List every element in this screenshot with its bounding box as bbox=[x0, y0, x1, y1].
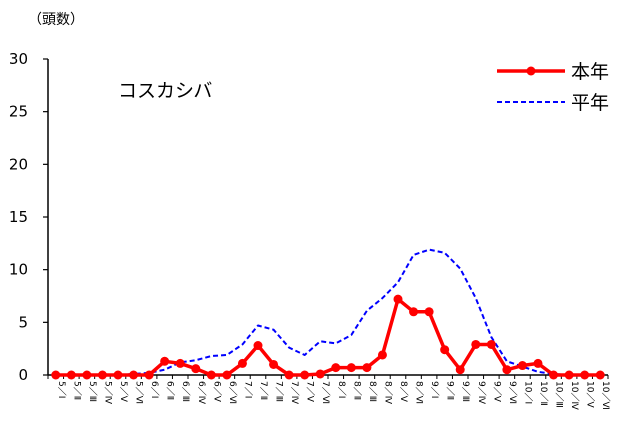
y-axis: 0 5 10 15 20 25 30 bbox=[9, 50, 49, 384]
x-axis: 5／Ⅰ 5／Ⅱ 5／Ⅲ 5／Ⅳ 5／Ⅴ 5／Ⅵ 6／Ⅰ 6／Ⅱ 6／Ⅲ 6／Ⅳ 6／Ⅴ 6／Ⅵ 7／Ⅰ 7… bbox=[47, 374, 611, 410]
series-layer bbox=[51, 248, 605, 380]
data-point-honnen bbox=[424, 307, 434, 317]
x-tick-label: 6／Ⅳ bbox=[196, 381, 207, 405]
x-tick-label: 5／Ⅰ bbox=[56, 381, 67, 398]
chart-title: コスカシバ bbox=[118, 80, 212, 102]
x-tick-label: 6／Ⅵ bbox=[227, 381, 238, 404]
x-tick-label: 6／Ⅴ bbox=[211, 381, 222, 403]
x-tick-label: 6／Ⅲ bbox=[180, 381, 191, 402]
data-point-honnen bbox=[51, 370, 61, 380]
data-point-honnen bbox=[377, 350, 387, 360]
x-tick-label: 7／Ⅱ bbox=[258, 381, 269, 400]
data-point-honnen bbox=[486, 339, 496, 349]
x-tick-label: 9／Ⅵ bbox=[507, 381, 518, 404]
legend-label-honnen: 本年 bbox=[571, 61, 609, 83]
y-tick-label: 15 bbox=[9, 208, 28, 226]
y-tick-label: 25 bbox=[9, 103, 28, 121]
data-point-honnen bbox=[82, 370, 92, 380]
x-tick-label: 8／Ⅳ bbox=[382, 381, 393, 405]
y-tick-label: 0 bbox=[18, 366, 28, 384]
y-tick-label: 30 bbox=[9, 50, 28, 68]
x-tick-label: 8／Ⅱ bbox=[351, 381, 362, 400]
x-tick-label: 9／Ⅲ bbox=[460, 381, 471, 402]
data-point-honnen bbox=[502, 365, 512, 375]
x-tick-label: 5／Ⅲ bbox=[87, 381, 98, 402]
data-point-honnen bbox=[331, 363, 341, 373]
x-tick-label: 7／Ⅴ bbox=[305, 381, 316, 403]
x-tick-label: 10／Ⅴ bbox=[585, 381, 596, 408]
data-point-honnen bbox=[300, 370, 310, 380]
data-point-honnen bbox=[191, 364, 201, 374]
data-point-honnen bbox=[471, 339, 481, 349]
x-tick-label: 8／Ⅰ bbox=[336, 381, 347, 398]
data-point-honnen bbox=[129, 370, 139, 380]
data-point-honnen bbox=[595, 370, 605, 380]
data-point-honnen bbox=[440, 345, 450, 355]
data-point-honnen bbox=[315, 369, 325, 379]
x-tick-label: 10／Ⅰ bbox=[522, 381, 533, 404]
x-tick-label: 9／Ⅴ bbox=[491, 381, 502, 403]
legend-label-heinen: 平年 bbox=[571, 92, 609, 114]
data-point-honnen bbox=[66, 370, 76, 380]
data-point-honnen bbox=[175, 358, 185, 368]
data-point-honnen bbox=[253, 341, 263, 351]
data-point-honnen bbox=[97, 370, 107, 380]
x-tick-label: 9／Ⅱ bbox=[445, 381, 456, 400]
data-point-honnen bbox=[346, 363, 356, 373]
series-line-heinen bbox=[55, 248, 601, 376]
data-point-honnen bbox=[362, 363, 372, 373]
x-tick-label: 9／Ⅳ bbox=[476, 381, 487, 405]
data-point-honnen bbox=[206, 370, 216, 380]
y-unit-label: （頭数） bbox=[28, 12, 84, 28]
data-point-honnen bbox=[222, 370, 232, 380]
y-tick-label: 5 bbox=[18, 313, 28, 331]
data-point-honnen bbox=[409, 307, 419, 317]
data-point-honnen bbox=[144, 370, 154, 380]
data-point-honnen bbox=[517, 361, 527, 371]
x-tick-label: 10／Ⅳ bbox=[569, 381, 580, 410]
legend-marker-honnen bbox=[526, 66, 536, 76]
data-point-honnen bbox=[393, 294, 403, 304]
x-tick-label: 8／Ⅵ bbox=[414, 381, 425, 404]
x-tick-label: 10／Ⅵ bbox=[600, 381, 611, 410]
x-tick-label: 5／Ⅵ bbox=[134, 381, 145, 404]
data-point-honnen bbox=[455, 365, 465, 375]
x-tick-label: 5／Ⅴ bbox=[118, 381, 129, 403]
x-tick-label: 9／Ⅰ bbox=[429, 381, 440, 398]
data-point-honnen bbox=[160, 356, 170, 366]
x-tick-label: 8／Ⅲ bbox=[367, 381, 378, 402]
x-tick-label: 5／Ⅳ bbox=[102, 381, 113, 405]
y-ticks: 0 5 10 15 20 25 30 bbox=[9, 50, 48, 384]
x-tick-label: 7／Ⅳ bbox=[289, 381, 300, 405]
x-ticks: 5／Ⅰ 5／Ⅱ 5／Ⅲ 5／Ⅳ 5／Ⅴ 5／Ⅵ 6／Ⅰ 6／Ⅱ 6／Ⅲ 6／Ⅳ 6／Ⅴ 6／Ⅵ 7／Ⅰ 7… bbox=[47, 375, 611, 410]
data-point-honnen bbox=[549, 370, 559, 380]
data-point-honnen bbox=[580, 370, 590, 380]
x-tick-label: 6／Ⅱ bbox=[165, 381, 176, 400]
data-point-honnen bbox=[269, 359, 279, 369]
x-tick-label: 8／Ⅴ bbox=[398, 381, 409, 403]
x-tick-label: 10／Ⅱ bbox=[538, 381, 549, 406]
data-point-honnen bbox=[564, 370, 574, 380]
data-point-honnen bbox=[284, 370, 294, 380]
x-tick-label: 5／Ⅱ bbox=[71, 381, 82, 400]
x-tick-label: 7／Ⅰ bbox=[242, 381, 253, 398]
y-tick-label: 10 bbox=[9, 261, 28, 279]
y-tick-label: 20 bbox=[9, 155, 28, 173]
x-tick-label: 10／Ⅲ bbox=[554, 381, 565, 408]
data-point-honnen bbox=[237, 358, 247, 368]
x-tick-label: 7／Ⅵ bbox=[320, 381, 331, 404]
data-point-honnen bbox=[533, 358, 543, 368]
x-tick-label: 7／Ⅲ bbox=[274, 381, 285, 402]
data-point-honnen bbox=[113, 370, 123, 380]
x-tick-label: 6／Ⅰ bbox=[149, 381, 160, 398]
legend: 本年 平年 bbox=[497, 61, 609, 114]
